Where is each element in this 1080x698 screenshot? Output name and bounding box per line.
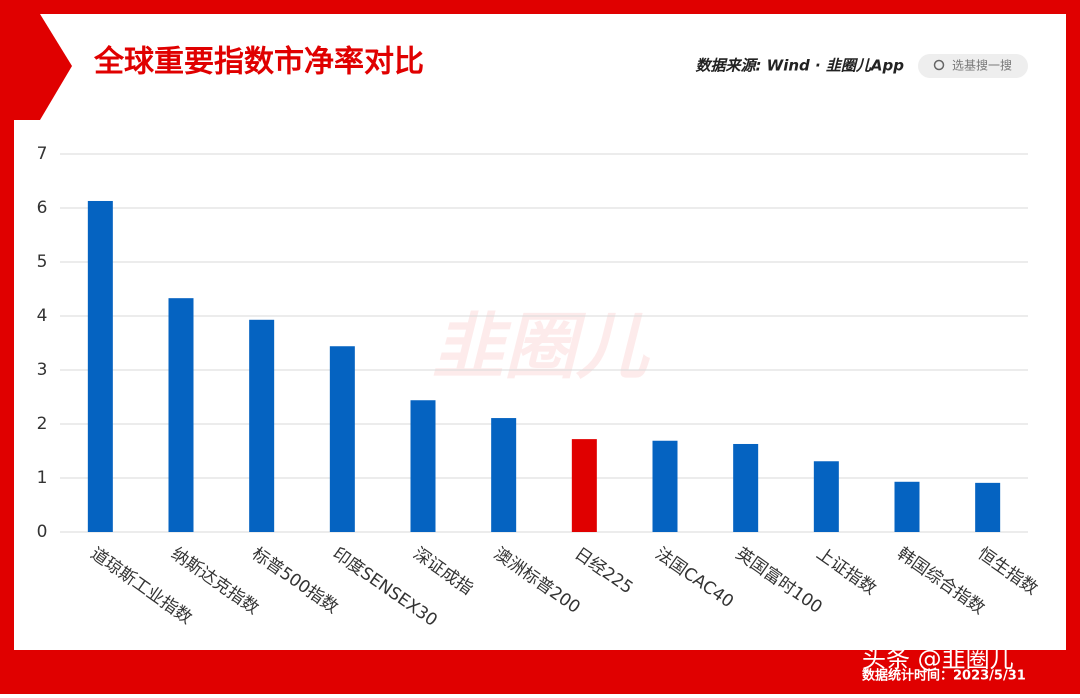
y-tick-label: 0 — [37, 522, 48, 542]
y-tick-label: 3 — [37, 360, 48, 380]
bar — [168, 298, 194, 532]
bar — [894, 481, 920, 532]
footer: 数据统计时间：2023/5/31 — [862, 668, 1026, 684]
bar — [813, 461, 839, 532]
search-placeholder[interactable]: 选基搜一搜 — [952, 58, 1012, 73]
y-tick-label: 2 — [37, 414, 48, 434]
bar — [87, 200, 113, 533]
bar — [329, 346, 355, 532]
bar — [652, 440, 678, 532]
y-tick-label: 7 — [37, 144, 48, 164]
bar — [249, 319, 275, 532]
source: 数据来源: Wind · 韭圈儿App — [695, 57, 904, 75]
search-icon — [933, 59, 945, 71]
chart-title: 全球重要指数市净率对比 — [93, 45, 424, 80]
bar — [410, 400, 436, 532]
search-box[interactable] — [918, 54, 1028, 78]
y-tick-label: 6 — [37, 198, 48, 218]
bar — [491, 418, 517, 532]
attribution: 头条 @韭圈儿 — [862, 645, 1014, 673]
plot: 01234567道琼斯工业指数纳斯达克指数标普500指数印度SENSEX30深证… — [37, 144, 1042, 631]
y-tick-label: 4 — [37, 306, 48, 326]
corner-accent — [14, 14, 72, 120]
watermark: 韭圈儿 — [432, 305, 651, 389]
bar — [733, 443, 759, 532]
y-tick-label: 1 — [37, 468, 48, 488]
bar — [975, 482, 1001, 532]
y-tick-label: 5 — [37, 252, 48, 272]
bar — [571, 439, 597, 532]
